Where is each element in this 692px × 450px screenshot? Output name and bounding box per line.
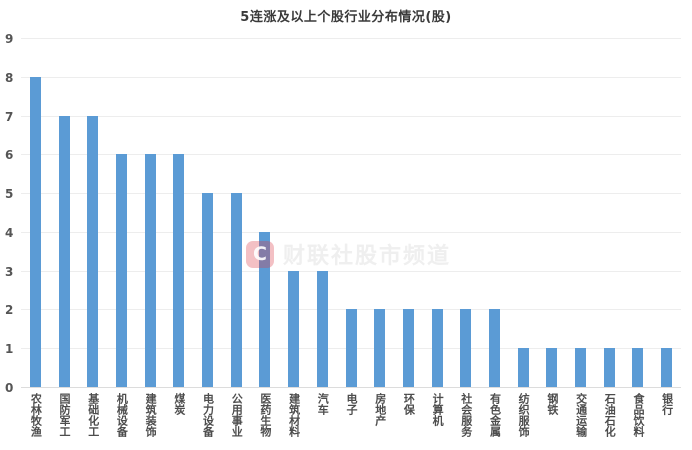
gridline [21, 115, 681, 117]
x-tick-label: 国防军工 [58, 393, 72, 437]
x-tick-label: 公用事业 [230, 393, 244, 437]
x-tick-label: 电力设备 [201, 393, 215, 437]
bar-基础化工 [87, 115, 99, 387]
bar-公用事业 [230, 193, 242, 387]
x-tick-label: 石油石化 [603, 393, 617, 437]
bar-石油石化 [603, 348, 615, 387]
bar-计算机 [431, 309, 443, 387]
x-tick-label: 有色金属 [488, 393, 502, 437]
y-tick-label: 2 [5, 303, 14, 318]
gridline [21, 38, 681, 39]
x-tick-label: 建筑装饰 [144, 393, 158, 437]
bar-电子 [345, 309, 357, 387]
gridline [21, 231, 681, 233]
y-tick-label: 1 [5, 342, 14, 357]
x-tick-label: 食品饮料 [631, 393, 645, 437]
y-tick-label: 8 [5, 70, 14, 85]
chart-title: 5连涨及以上个股行业分布情况(股) [240, 10, 452, 25]
gridline [21, 193, 681, 195]
y-tick-label: 3 [5, 264, 14, 279]
x-tick-label: 银行 [660, 393, 674, 415]
bar-电力设备 [202, 193, 214, 387]
bar-环保 [402, 309, 414, 387]
x-tick-label: 建筑材料 [287, 393, 301, 437]
x-axis: 农林牧渔 国防军工 基础化工 机械设备 建筑装饰 煤炭 电力设备 公用事业 医药生物 建筑材料 汽车… [21, 393, 681, 449]
bar-机械设备 [115, 154, 127, 387]
bar-钢铁 [546, 348, 558, 387]
x-tick-label: 农林牧渔 [29, 393, 43, 437]
bar-建筑装饰 [144, 154, 156, 387]
bar-交通运输 [575, 348, 587, 387]
x-tick-label: 汽车 [316, 393, 330, 415]
bar-纺织服饰 [517, 348, 529, 387]
bar-国防军工 [58, 115, 70, 387]
gridline [21, 76, 681, 78]
y-tick-label: 0 [5, 381, 14, 395]
y-tick-label: 5 [5, 187, 14, 202]
x-tick-label: 交通运输 [574, 393, 588, 437]
plot-area [21, 38, 681, 388]
bar-食品饮料 [632, 348, 644, 387]
y-tick-label: 9 [5, 32, 14, 46]
x-tick-label: 机械设备 [115, 393, 129, 437]
bar-银行 [661, 348, 673, 387]
bar-有色金属 [488, 309, 500, 387]
bar-煤炭 [173, 154, 185, 387]
x-tick-label: 医药生物 [258, 393, 272, 437]
bar-医药生物 [259, 231, 271, 387]
gridline [21, 270, 681, 272]
y-tick-label: 4 [5, 225, 14, 240]
bar-建筑材料 [288, 270, 300, 387]
bar-汽车 [316, 270, 328, 387]
y-axis: 0 1 2 3 4 5 6 7 8 9 [0, 33, 16, 394]
y-tick-label: 7 [5, 109, 14, 124]
x-tick-label: 煤炭 [172, 393, 186, 415]
x-tick-label: 环保 [402, 393, 416, 415]
x-tick-label: 基础化工 [86, 393, 100, 437]
bar-房地产 [374, 309, 386, 387]
x-tick-label: 纺织服饰 [517, 393, 531, 437]
x-tick-label: 计算机 [431, 393, 445, 426]
x-tick-label: 房地产 [373, 393, 387, 426]
bar-农林牧渔 [29, 76, 41, 387]
y-tick-label: 6 [5, 148, 14, 163]
x-axis-line [21, 387, 681, 388]
x-tick-label: 社会服务 [459, 393, 473, 437]
gridline [21, 154, 681, 156]
x-tick-label: 钢铁 [545, 393, 559, 415]
bar-社会服务 [460, 309, 472, 387]
x-tick-label: 电子 [345, 393, 358, 415]
